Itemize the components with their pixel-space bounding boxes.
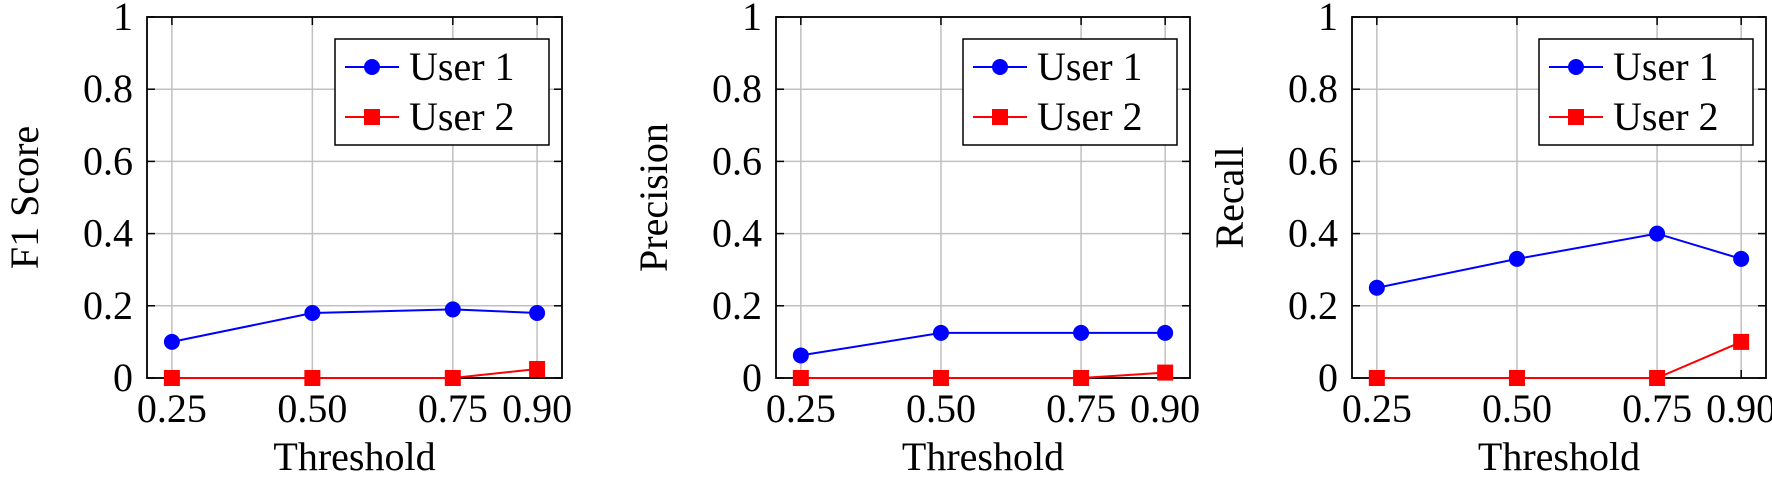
y-tick-label: 0 (742, 355, 762, 400)
x-tick-label: 0.75 (1622, 386, 1692, 431)
legend: User 1 User 2 (334, 38, 550, 146)
data-point-user-2 (1368, 370, 1385, 386)
series-line-user-2 (1376, 340, 1742, 379)
data-point-user-1 (1157, 324, 1174, 341)
legend: User 1 User 2 (1538, 38, 1754, 146)
legend-label-user-1: User 1 (1037, 44, 1143, 89)
legend-box (962, 38, 1178, 146)
y-tick-label: 0 (113, 355, 133, 400)
chart-panel-1: 0.25 0.50 0.75 0.90 0 0.2 0.4 0.6 0.8 1 Threshold F… (2, 0, 572, 479)
series-line-user-1 (171, 308, 538, 343)
legend: User 1 User 2 (962, 38, 1178, 146)
data-point-user-2 (1733, 333, 1750, 350)
data-point-user-1 (1073, 324, 1090, 341)
y-tick-label: 0.8 (1288, 66, 1338, 111)
data-point-user-2 (1649, 370, 1666, 386)
y-tick-label: 0.2 (712, 283, 762, 328)
data-point-user-1 (1368, 279, 1385, 296)
legend-label-user-2: User 2 (1037, 94, 1143, 139)
x-tick-label: 0.75 (418, 386, 488, 431)
data-point-user-2 (444, 370, 461, 386)
chart-panel-3: 0.25 0.50 0.75 0.90 0 0.2 0.4 0.6 0.8 1 Threshold R… (1207, 0, 1772, 479)
legend-box (1538, 38, 1754, 146)
x-tick-label: 0.90 (502, 386, 572, 431)
x-tick-label: 0.90 (1130, 386, 1200, 431)
x-axis-title: Threshold (273, 434, 435, 479)
legend-label-user-2: User 2 (1613, 94, 1719, 139)
y-tick-label: 0.4 (83, 211, 133, 256)
legend-label-user-1: User 1 (1613, 44, 1719, 89)
data-point-user-2 (1508, 370, 1525, 386)
y-tick-label: 0.6 (1288, 138, 1338, 183)
x-tick-label: 0.50 (1482, 386, 1552, 431)
data-point-user-1 (1733, 250, 1750, 267)
y-tick-label: 1 (1318, 0, 1338, 39)
y-axis-title: Precision (631, 123, 676, 272)
data-point-user-1 (444, 301, 461, 318)
y-tick-label: 0.4 (712, 211, 762, 256)
data-point-user-2 (163, 370, 180, 386)
legend-box (334, 38, 550, 146)
y-tick-label: 1 (113, 0, 133, 39)
x-tick-label: 0.75 (1046, 386, 1116, 431)
data-point-user-2 (792, 370, 809, 386)
y-tick-label: 0.4 (1288, 211, 1338, 256)
x-tick-label: 0.25 (1342, 386, 1412, 431)
data-point-user-2 (932, 370, 949, 386)
y-axis-title: Recall (1207, 146, 1252, 248)
x-tick-label: 0.25 (137, 386, 207, 431)
series-line-user-1 (1376, 232, 1742, 289)
x-tick-label: 0.90 (1706, 386, 1772, 431)
x-tick-label: 0.50 (277, 386, 347, 431)
y-tick-label: 0.6 (83, 138, 133, 183)
data-point-user-1 (1649, 225, 1666, 242)
legend-label-user-1: User 1 (409, 44, 515, 89)
data-point-user-2 (1157, 364, 1174, 381)
legend-marker (364, 59, 380, 75)
chart-panel-2: 0.25 0.50 0.75 0.90 0 0.2 0.4 0.6 0.8 1 Threshold P… (631, 0, 1200, 479)
data-point-user-1 (304, 305, 321, 322)
data-point-user-1 (163, 333, 180, 350)
y-tick-label: 1 (742, 0, 762, 39)
data-point-user-1 (932, 324, 949, 341)
y-tick-label: 0.8 (83, 66, 133, 111)
data-point-user-2 (304, 370, 321, 386)
x-axis-title: Threshold (902, 434, 1064, 479)
y-tick-label: 0 (1318, 355, 1338, 400)
x-tick-label: 0.50 (906, 386, 976, 431)
y-axis-title: F1 Score (2, 126, 47, 269)
data-point-user-1 (529, 305, 546, 322)
data-point-user-2 (529, 360, 546, 377)
legend-marker (364, 109, 380, 125)
x-tick-label: 0.25 (766, 386, 836, 431)
y-tick-label: 0.6 (712, 138, 762, 183)
legend-marker (1568, 59, 1584, 75)
legend-marker (992, 109, 1008, 125)
series-line-user-2 (800, 371, 1166, 379)
y-tick-label: 0.2 (1288, 283, 1338, 328)
y-tick-label: 0.2 (83, 283, 133, 328)
legend-label-user-2: User 2 (409, 94, 515, 139)
series-line-user-2 (171, 368, 538, 379)
legend-marker (1568, 109, 1584, 125)
x-axis-title: Threshold (1478, 434, 1640, 479)
y-tick-label: 0.8 (712, 66, 762, 111)
data-point-user-1 (792, 347, 809, 364)
data-point-user-2 (1073, 370, 1090, 386)
data-point-user-1 (1508, 250, 1525, 267)
legend-marker (992, 59, 1008, 75)
series-line-user-1 (800, 331, 1166, 357)
